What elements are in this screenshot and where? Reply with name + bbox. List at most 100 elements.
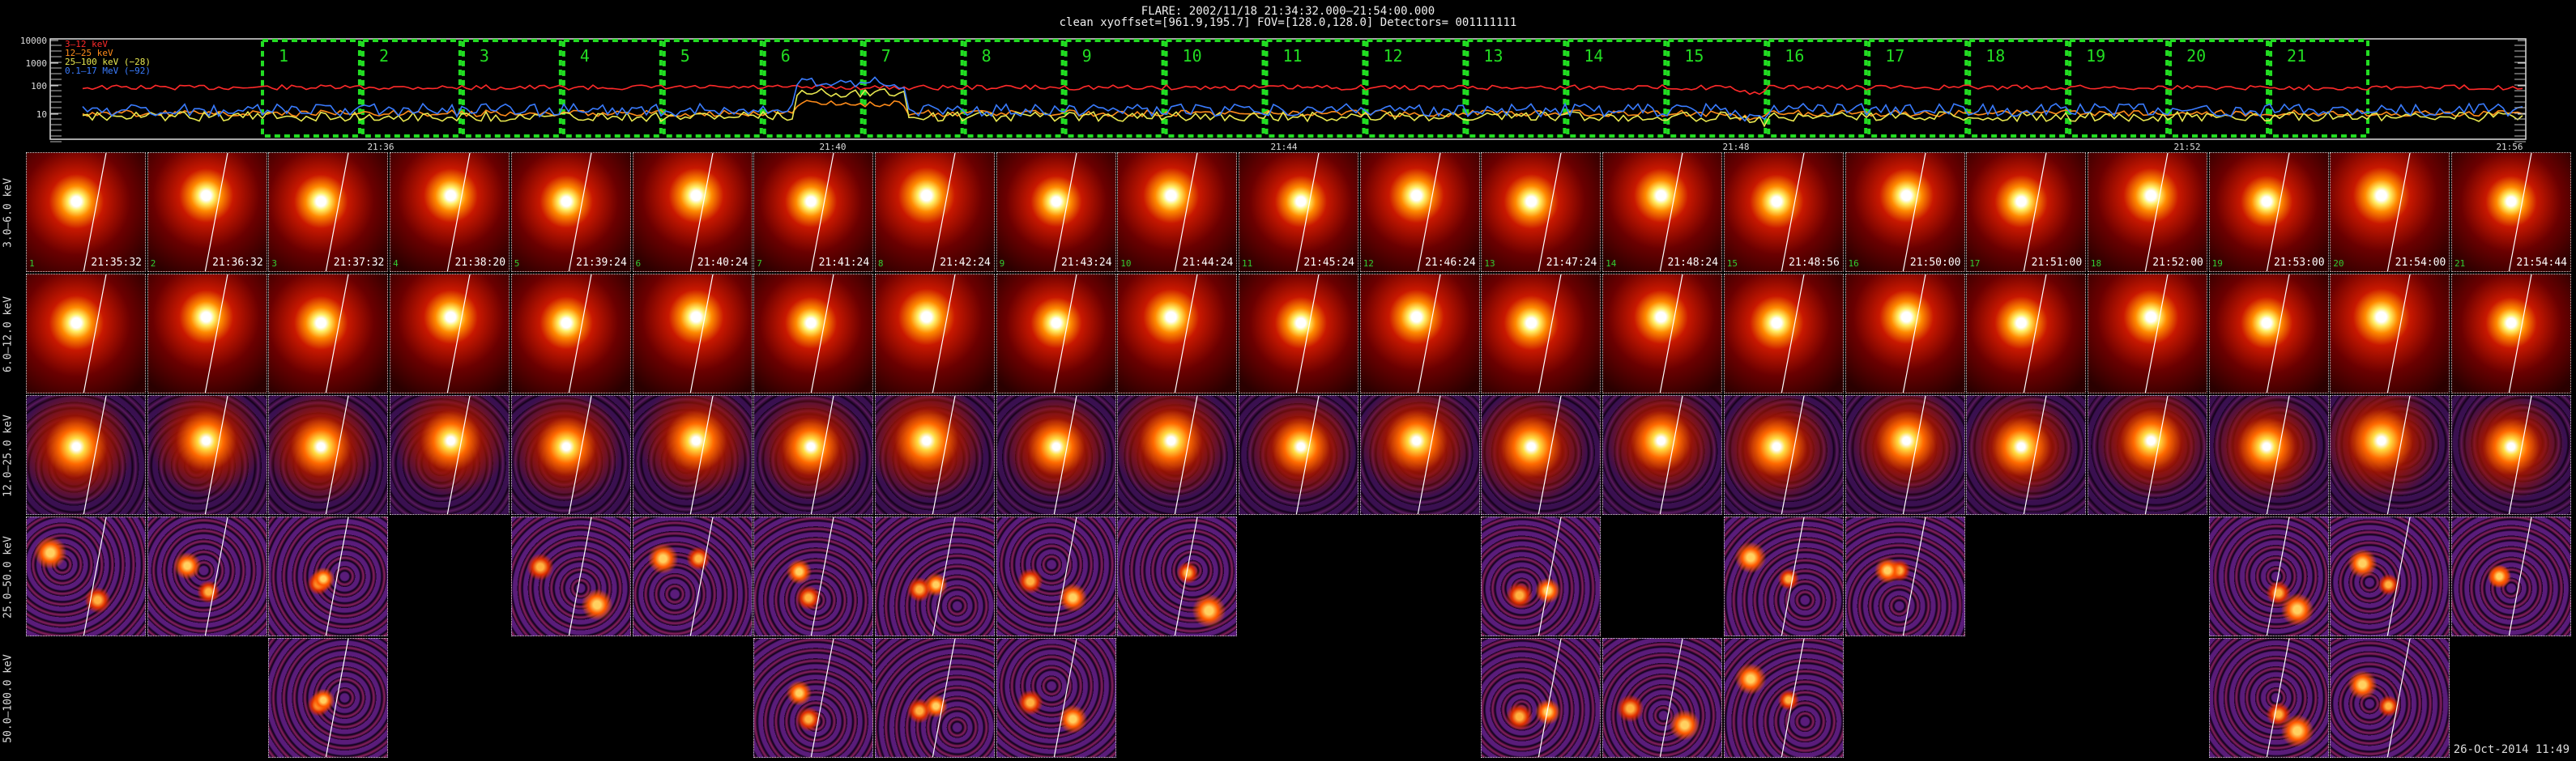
interval-number: 11	[1283, 46, 1303, 66]
solar-limb-line	[932, 153, 956, 271]
solar-limb-line	[1175, 274, 1198, 393]
solar-limb-line	[689, 396, 714, 514]
image-timestamp: 21:54:44	[2516, 257, 2567, 269]
image-cell: 21:44:24 10	[1117, 152, 1238, 272]
image-cell	[753, 638, 874, 758]
solar-limb-line	[810, 396, 834, 514]
x-tick-label: 21:44	[1270, 142, 1297, 152]
image-cell	[996, 638, 1116, 758]
interval-number: 8	[982, 46, 992, 66]
interval-number: 14	[1584, 46, 1603, 66]
solar-limb-line	[2387, 517, 2411, 636]
interval-number: 17	[1885, 46, 1904, 66]
image-cell: 21:37:32 3	[268, 152, 389, 272]
solar-limb-line	[1781, 517, 1805, 636]
x-tick-label: 21:40	[819, 142, 846, 152]
interval-number: 18	[1985, 46, 2005, 66]
image-cell	[510, 274, 631, 393]
image-cell	[1239, 274, 1358, 393]
solar-limb-line	[1659, 274, 1683, 393]
image-cell	[1845, 395, 1965, 515]
image-cell	[632, 395, 753, 515]
energy-label-text: 50.0–100.0 keV	[2, 654, 15, 743]
image-cell	[268, 395, 389, 515]
solar-limb-line	[326, 153, 349, 271]
solar-limb-line	[1538, 517, 1562, 636]
interval-index: 13	[1484, 258, 1495, 269]
image-cell	[1117, 274, 1238, 393]
image-cell: 21:39:24 5	[510, 152, 631, 272]
solar-limb-line	[568, 153, 592, 271]
interval-number: 16	[1785, 46, 1804, 66]
solar-limb-line	[2144, 274, 2169, 393]
solar-limb-line	[2508, 274, 2532, 393]
solar-limb-line	[1053, 396, 1077, 514]
image-timestamp: 21:51:00	[2031, 257, 2083, 269]
solar-limb-line	[1902, 517, 1926, 636]
image-timestamp: 21:37:32	[333, 257, 385, 269]
solar-limb-line	[326, 517, 349, 636]
interval-index: 2	[150, 258, 156, 269]
x-tick-label: 21:56	[2496, 142, 2523, 152]
solar-limb-line	[1781, 396, 1805, 514]
solar-limb-line	[1053, 517, 1077, 636]
image-cell	[390, 274, 510, 393]
solar-limb-line	[2508, 517, 2532, 636]
image-cell: 21:41:24 7	[753, 152, 874, 272]
image-cell	[2087, 274, 2207, 393]
image-cell: 21:40:24 6	[632, 152, 753, 272]
interval-index: 20	[2333, 258, 2344, 269]
image-cell: 21:51:00 17	[1966, 152, 2087, 272]
solar-limb-line	[2144, 153, 2169, 271]
solar-limb-line	[2023, 153, 2047, 271]
image-cell: 21:54:00 20	[2330, 152, 2450, 272]
image-cell: 21:48:56 15	[1723, 152, 1844, 272]
date-stamp: 26-Oct-2014 11:49	[2453, 743, 2570, 756]
solar-limb-line	[1659, 639, 1683, 757]
solar-limb-line	[2266, 153, 2290, 271]
solar-limb-line	[1417, 396, 1441, 514]
solar-limb-line	[2023, 274, 2047, 393]
solar-limb-line	[446, 274, 471, 393]
interval-index: 19	[2211, 258, 2223, 269]
image-cell	[1723, 517, 1844, 636]
image-timestamp: 21:43:24	[1060, 257, 1112, 269]
solar-limb-line	[1781, 274, 1805, 393]
solar-limb-line	[1053, 639, 1077, 757]
image-cell	[632, 274, 753, 393]
image-cell	[2208, 274, 2329, 393]
solar-limb-line	[2266, 517, 2290, 636]
image-cell	[1481, 638, 1601, 758]
image-cell	[147, 274, 267, 393]
solar-limb-line	[1538, 396, 1562, 514]
solar-limb-line	[689, 153, 714, 271]
interval-box	[662, 39, 763, 138]
image-timestamp: 21:53:00	[2273, 257, 2325, 269]
solar-limb-line	[1538, 153, 1562, 271]
image-timestamp: 21:38:20	[454, 257, 506, 269]
image-cell	[1602, 638, 1723, 758]
interval-number: 4	[580, 46, 590, 66]
image-cell	[2208, 395, 2329, 515]
solar-limb-line	[1902, 396, 1926, 514]
image-cell: 21:47:24 13	[1481, 152, 1601, 272]
image-cell	[2330, 274, 2450, 393]
energy-row-label: 3.0–6.0 keV	[0, 152, 16, 274]
image-cell	[1359, 274, 1480, 393]
solar-limb-line	[1902, 274, 1926, 393]
solar-limb-line	[932, 274, 956, 393]
interval-box	[762, 39, 864, 138]
image-timestamp: 21:52:00	[2152, 257, 2203, 269]
image-cell: 21:50:00 16	[1845, 152, 1965, 272]
solar-limb-line	[326, 274, 349, 393]
solar-limb-line	[810, 274, 834, 393]
solar-limb-line	[1295, 396, 1320, 514]
image-cell	[1481, 395, 1601, 515]
solar-limb-line	[1781, 639, 1805, 757]
image-cell	[2451, 395, 2571, 515]
image-timestamp: 21:54:00	[2395, 257, 2446, 269]
solar-limb-line	[1538, 274, 1562, 393]
image-cell	[1481, 517, 1601, 636]
y-tick-label: 10	[36, 109, 47, 120]
